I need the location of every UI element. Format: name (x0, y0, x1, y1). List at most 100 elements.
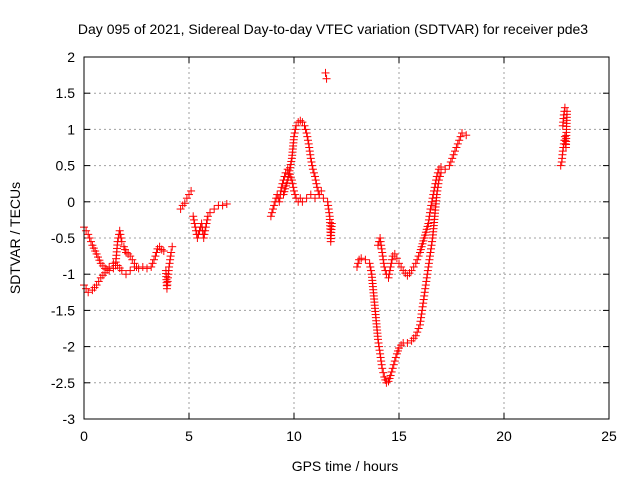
data-point (432, 176, 441, 185)
data-point (311, 176, 320, 185)
y-tick-label: -0.5 (51, 230, 75, 246)
data-point (367, 266, 375, 275)
data-point (416, 320, 424, 329)
data-point (291, 125, 300, 134)
data-point (308, 161, 317, 170)
data-point (134, 264, 143, 273)
data-point (432, 172, 441, 181)
data-point (430, 186, 438, 195)
data-point (395, 259, 403, 268)
data-point (427, 201, 436, 210)
data-point (312, 179, 321, 188)
data-point (425, 212, 434, 221)
data-point (427, 197, 436, 206)
data-point (298, 197, 307, 206)
data-point (366, 262, 375, 271)
data-point (117, 266, 126, 275)
data-point (397, 262, 406, 271)
data-point (115, 226, 124, 235)
data-point (413, 255, 422, 264)
data-point (388, 255, 396, 264)
data-point (425, 208, 434, 217)
data-point (378, 364, 387, 373)
data-point (453, 139, 462, 148)
data-point (426, 205, 435, 214)
data-point (307, 157, 316, 166)
data-point (411, 331, 420, 340)
data-point (167, 248, 176, 257)
data-point (275, 194, 284, 203)
data-point (377, 357, 386, 366)
data-point (377, 360, 386, 369)
data-point (458, 129, 466, 138)
data-point (375, 346, 384, 355)
y-tick-label: -3 (63, 411, 76, 427)
data-point (148, 259, 157, 268)
data-point (275, 197, 284, 206)
data-point (292, 121, 301, 130)
data-point (306, 150, 315, 159)
data-point (420, 288, 429, 297)
data-point (390, 357, 399, 366)
data-point (392, 254, 401, 263)
data-point (308, 165, 317, 174)
data-point (384, 273, 393, 282)
data-point (430, 183, 439, 192)
y-axis-label: SDTVAR / TECUs (7, 182, 23, 294)
data-point (203, 212, 212, 221)
data-point (218, 201, 227, 210)
data-point (321, 68, 330, 77)
data-point (424, 259, 433, 268)
data-point (390, 249, 399, 258)
data-point (176, 205, 185, 214)
data-point (421, 284, 430, 293)
y-tick-label: 2 (67, 49, 75, 65)
y-tick-label: 1 (67, 121, 75, 137)
data-point (451, 147, 459, 156)
data-point (419, 299, 428, 308)
data-point (157, 245, 166, 254)
data-point (189, 212, 198, 221)
data-point (556, 161, 565, 170)
data-point (426, 248, 435, 257)
data-points (80, 68, 571, 387)
data-point (456, 132, 465, 141)
data-point (311, 172, 319, 181)
data-point (374, 335, 382, 344)
data-point (324, 201, 333, 210)
data-point (424, 215, 433, 224)
data-point (431, 179, 440, 188)
data-point (378, 252, 387, 261)
data-point (143, 264, 151, 273)
data-point (422, 273, 431, 282)
data-point (109, 259, 118, 268)
data-point (427, 241, 436, 250)
data-point (560, 103, 569, 112)
data-point (84, 230, 93, 239)
data-point (122, 270, 130, 279)
data-point (379, 259, 388, 268)
data-point (267, 208, 276, 217)
data-point (185, 190, 193, 199)
data-point (138, 262, 147, 271)
data-point (386, 371, 395, 380)
data-point (201, 223, 210, 232)
data-point (419, 295, 428, 304)
y-tick-label: -2.5 (51, 375, 75, 391)
data-point (376, 353, 385, 362)
data-point (423, 270, 432, 279)
data-point (122, 248, 130, 257)
data-point (165, 259, 174, 268)
data-point (423, 266, 432, 275)
data-point (203, 215, 212, 224)
data-point (306, 154, 315, 163)
data-point (403, 338, 412, 347)
data-point (313, 183, 322, 192)
y-tick-label: -1.5 (51, 302, 75, 318)
y-tick-label: 0 (67, 194, 75, 210)
data-point (105, 262, 114, 271)
data-point (296, 116, 305, 125)
data-point (417, 313, 426, 322)
x-tick-label: 20 (496, 428, 512, 444)
y-tick-label: 1.5 (56, 85, 76, 101)
